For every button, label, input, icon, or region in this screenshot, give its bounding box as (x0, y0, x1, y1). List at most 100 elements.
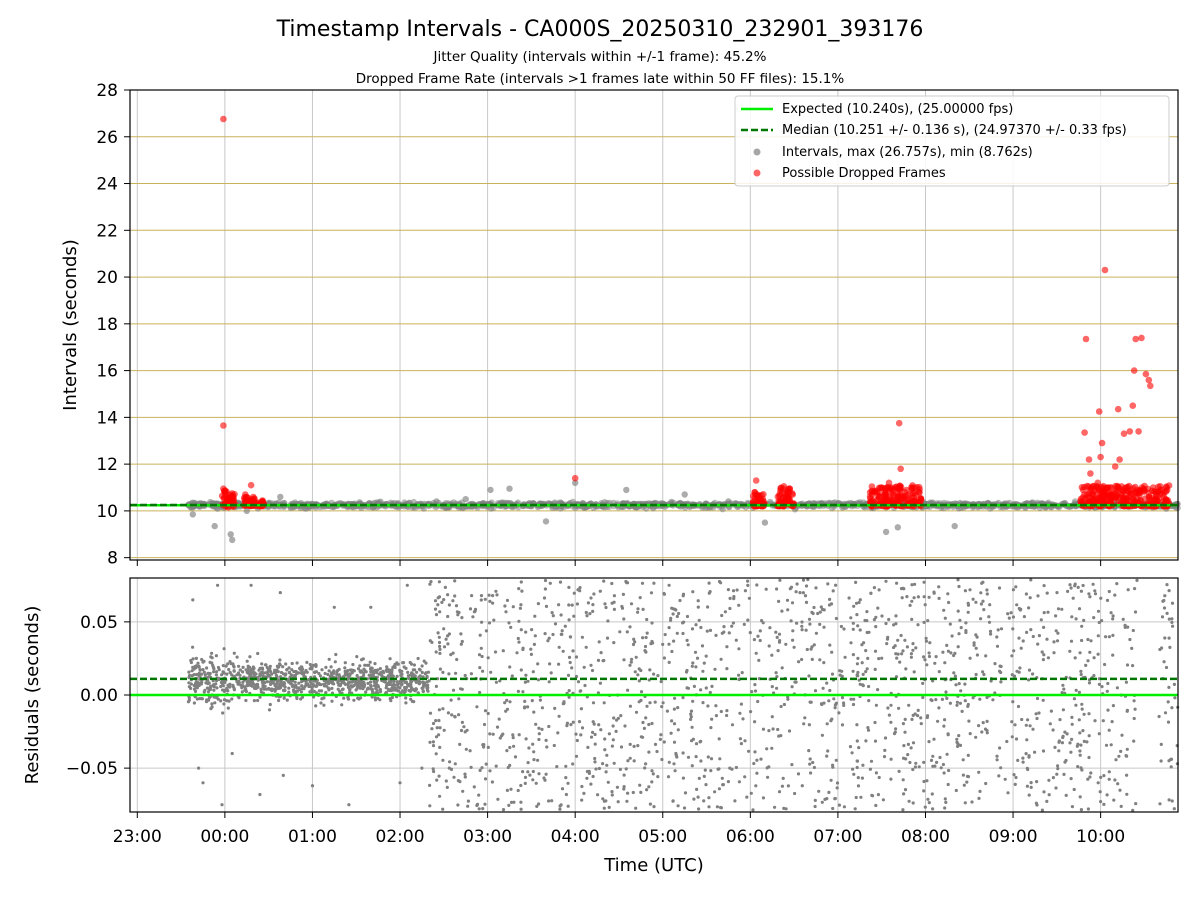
residual-point (310, 685, 314, 689)
residual-point (456, 803, 460, 807)
dropped-frame-point (220, 115, 227, 123)
interval-point (487, 486, 494, 494)
residual-point (776, 727, 780, 732)
dropped-frame-point (1132, 335, 1139, 343)
residual-point (819, 605, 823, 609)
residual-point (295, 661, 299, 665)
residual-point (615, 785, 620, 789)
residual-point (532, 642, 537, 647)
residual-point (697, 776, 701, 781)
residual-point (767, 644, 771, 648)
residual-point (694, 665, 698, 669)
residual-point (403, 688, 408, 692)
intervals-y-tick-label: 28 (96, 81, 118, 101)
residual-point (293, 680, 297, 684)
residual-point (543, 587, 548, 591)
residual-point (596, 658, 601, 663)
residual-point (775, 686, 779, 690)
residual-point (282, 696, 286, 700)
residual-point (210, 656, 214, 660)
residual-point (709, 757, 714, 761)
residual-point (757, 658, 761, 663)
residual-point (252, 674, 256, 678)
residual-point (505, 788, 509, 793)
residual-point (681, 621, 685, 625)
residual-point (907, 799, 911, 803)
residual-point (597, 640, 601, 644)
residual-point (671, 799, 675, 803)
residual-point (459, 632, 463, 636)
residual-point (696, 795, 700, 799)
interval-point (189, 511, 196, 518)
dropped-frame-point (1081, 429, 1088, 436)
residual-point (632, 759, 636, 763)
dropped-frame-point (1114, 405, 1122, 413)
residual-point (346, 685, 350, 689)
residual-point (438, 644, 442, 649)
residual-point (872, 618, 877, 622)
dropped-frame-point (1087, 470, 1094, 477)
residual-point (910, 599, 914, 603)
residual-point (717, 767, 721, 771)
residual-point (365, 663, 369, 667)
intervals-y-tick-label: 18 (96, 315, 118, 335)
residual-point (221, 711, 225, 715)
residual-point (1076, 585, 1080, 590)
residual-point (368, 660, 372, 664)
residual-point (830, 650, 834, 654)
residual-point (1037, 711, 1041, 715)
dropped-frame-point (1147, 382, 1154, 390)
residual-point (1121, 617, 1125, 621)
residual-point (358, 664, 362, 668)
residual-point (310, 784, 315, 788)
residual-point (477, 653, 482, 657)
residual-point (903, 638, 907, 642)
residual-point (1093, 719, 1097, 723)
residual-point (593, 756, 597, 761)
residual-point (1093, 592, 1098, 596)
residual-point (516, 636, 520, 641)
residual-point (1039, 618, 1043, 622)
residual-point (504, 709, 508, 713)
residual-point (398, 781, 402, 785)
residual-point (1063, 730, 1067, 734)
residual-point (1054, 786, 1058, 790)
residual-point (1069, 639, 1074, 643)
residual-point (626, 759, 630, 763)
residual-point (458, 780, 462, 784)
residual-point (604, 605, 608, 610)
residual-point (371, 674, 376, 679)
residual-point (673, 696, 677, 700)
residual-point (1055, 639, 1060, 643)
residual-point (1165, 611, 1169, 616)
intervals-y-tick-label: 24 (96, 175, 118, 195)
residual-point (404, 696, 408, 700)
residual-point (813, 804, 817, 809)
residual-point (647, 722, 651, 727)
residual-point (622, 787, 626, 791)
residual-point (807, 749, 811, 753)
residual-point (227, 667, 231, 672)
residual-point (790, 601, 795, 605)
residual-point (755, 758, 759, 762)
residual-point (570, 666, 574, 670)
residual-point (558, 580, 563, 584)
residual-point (636, 607, 640, 611)
residual-point (597, 723, 601, 727)
residual-point (662, 656, 667, 660)
residual-point (210, 651, 214, 655)
residual-point (801, 591, 806, 595)
residual-point (1157, 714, 1161, 719)
residual-point (786, 784, 791, 788)
dropped-frame-point (1130, 367, 1138, 374)
residual-point (1021, 760, 1025, 764)
residual-point (1058, 718, 1062, 722)
residual-point (589, 596, 593, 600)
residual-point (873, 720, 877, 725)
residual-point (195, 680, 199, 684)
residual-point (294, 669, 298, 674)
residual-point (197, 766, 201, 770)
residual-point (972, 643, 976, 647)
residual-point (309, 665, 313, 670)
residual-point (894, 614, 898, 618)
